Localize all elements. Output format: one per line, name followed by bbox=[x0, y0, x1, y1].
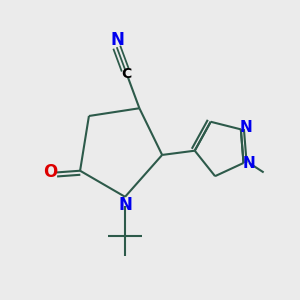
Text: N: N bbox=[240, 120, 253, 135]
Text: N: N bbox=[118, 196, 132, 214]
Text: N: N bbox=[243, 157, 256, 172]
Text: C: C bbox=[122, 67, 132, 81]
Text: O: O bbox=[43, 164, 57, 181]
Text: N: N bbox=[111, 31, 125, 49]
